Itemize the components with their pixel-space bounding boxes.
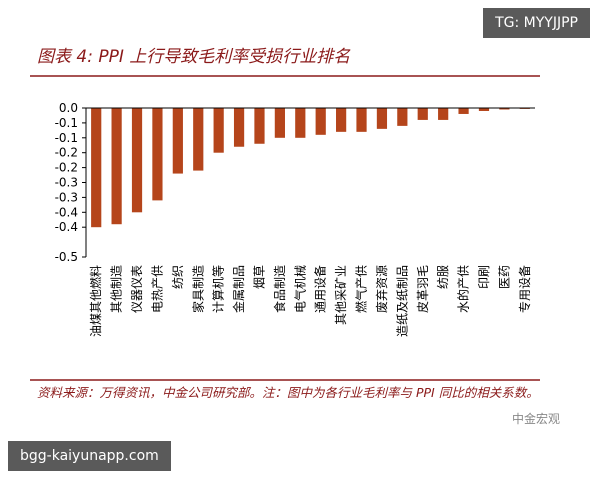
watermark-tag: TG: MYYJJPP [483, 8, 590, 38]
x-tick-label: 家具制造 [190, 265, 205, 313]
x-tick-label: 水的产供 [456, 265, 471, 313]
bar [397, 108, 408, 126]
x-tick-label: 油煤其他燃料 [88, 265, 103, 337]
bar [336, 108, 347, 132]
x-tick-label: 计算机等 [211, 265, 226, 313]
bar [315, 108, 326, 135]
bar [274, 108, 285, 138]
x-tick-label: 废弃资源 [374, 265, 389, 313]
x-tick-label: 烟草 [252, 265, 266, 289]
x-tick-label: 其他制造 [110, 265, 124, 313]
source-note: 资料来源：万得资讯，中金公司研究部。注：图中为各行业毛利率与 PPI 同比的相关… [37, 385, 539, 400]
bar [376, 108, 388, 129]
x-tick-label: 金属制品 [231, 265, 246, 313]
x-tick-label: 仪器仪表 [130, 265, 144, 313]
bar [213, 108, 224, 153]
x-tick-label: 燃气产供 [354, 265, 369, 313]
y-tick-label: -0.4 [55, 220, 78, 234]
x-tick-label: 皮革羽毛 [416, 265, 430, 313]
bar [438, 108, 449, 120]
y-tick-label: -0.3 [55, 176, 78, 190]
x-tick-label: 其他采矿业 [334, 265, 348, 325]
y-tick-label: 0.0 [59, 101, 78, 115]
x-tick-label: 通用设备 [314, 265, 328, 313]
bar [152, 108, 163, 201]
x-tick-label: 印刷 [477, 265, 491, 289]
chart-title: 图表 4: PPI 上行导致毛利率受损行业排名 [37, 47, 351, 67]
y-tick-label: -0.2 [55, 146, 78, 160]
bar [295, 108, 306, 138]
x-tick-label: 食品制造 [272, 265, 287, 313]
watermark-logo: 中金宏观 [511, 412, 560, 426]
x-tick-label: 电气机械 [292, 265, 307, 313]
bar [478, 108, 490, 111]
y-tick-label: -0.5 [55, 250, 78, 264]
bar [417, 108, 428, 120]
bar [131, 108, 143, 213]
y-tick-label: -0.2 [55, 161, 78, 175]
x-tick-label: 纺织 [171, 265, 185, 289]
x-tick-label: 医药 [497, 265, 511, 289]
y-tick-label: -0.1 [55, 131, 78, 145]
x-tick-label: 电热产供 [150, 265, 164, 313]
x-tick-label: 造纸及纸制品 [395, 265, 409, 337]
bar [499, 108, 510, 110]
bar [172, 108, 183, 174]
y-tick-label: -0.3 [55, 190, 78, 204]
bar [111, 108, 122, 225]
x-tick-label: 纺服 [436, 265, 450, 289]
bar [233, 108, 245, 147]
y-tick-label: -0.4 [55, 205, 78, 219]
bar [458, 108, 469, 114]
y-tick-label: -0.1 [55, 116, 78, 130]
x-tick-label: 专用设备 [517, 265, 532, 313]
footer-url: bgg-kaiyunapp.com [8, 441, 171, 471]
bar [193, 108, 204, 171]
bar [356, 108, 367, 132]
bar [91, 108, 102, 228]
bar [254, 108, 265, 144]
